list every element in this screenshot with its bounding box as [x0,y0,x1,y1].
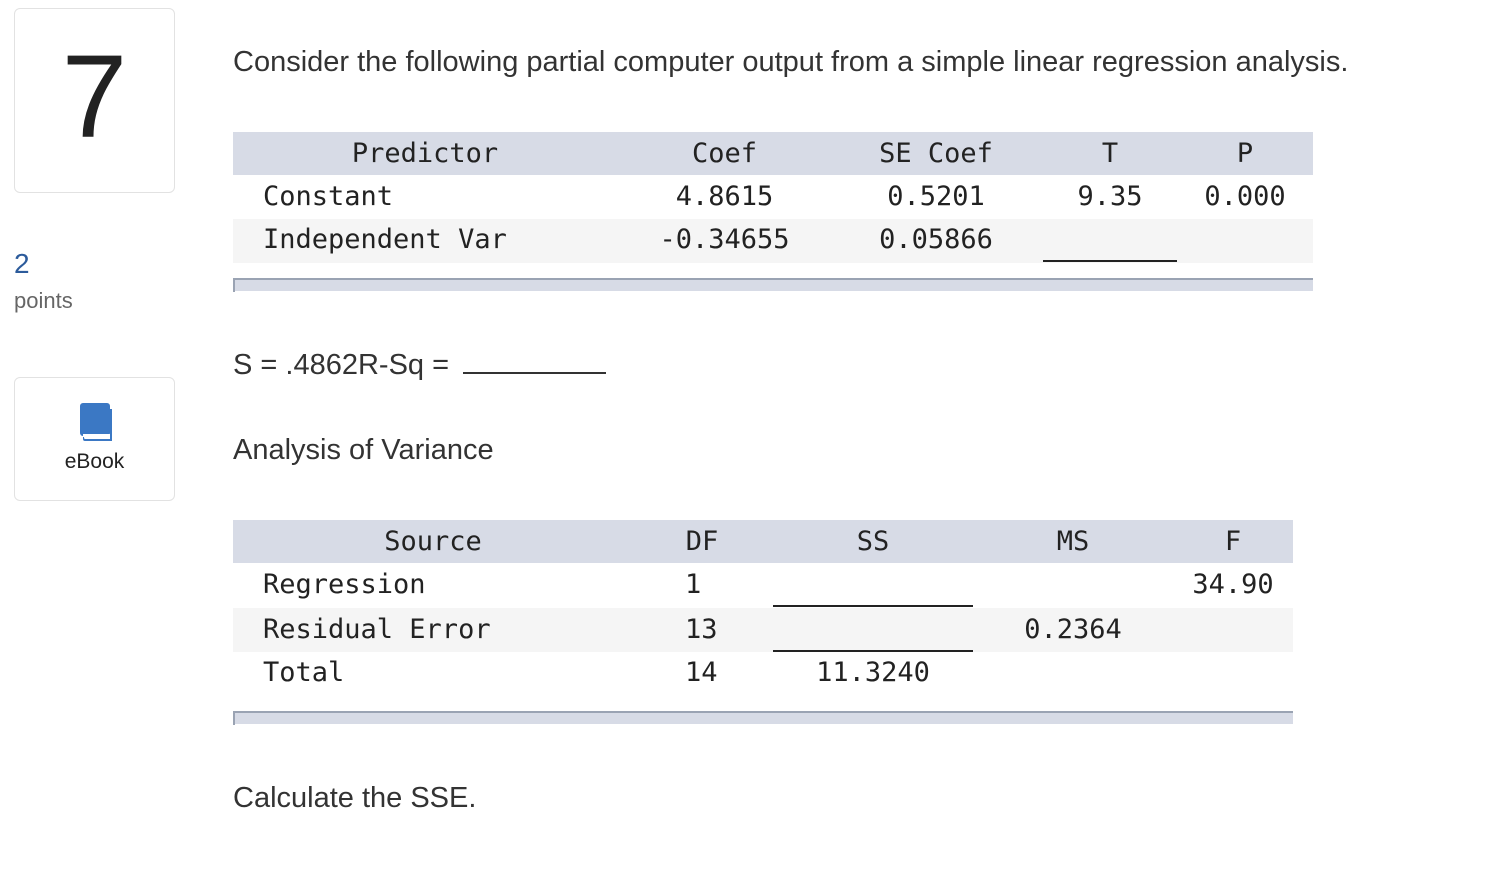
s-rsq-text: S = .4862R-Sq = [233,349,458,381]
points-label: points [14,288,73,313]
task-text: Calculate the SSE. [233,782,477,814]
table-cell: 0.05866 [879,224,993,255]
table-cell: 1 [685,569,702,600]
regression-table: Predictor Coef SE Coef T P Constant 4.86… [233,132,1313,292]
header-f: F [1224,526,1242,557]
book-icon [80,403,112,441]
header-p: P [1236,138,1254,169]
question-number: 7 [61,30,128,163]
table-header-row [233,132,1313,175]
table-header-row [233,520,1293,563]
points-value: 2 [14,248,30,279]
table-cell: 34.90 [1192,569,1274,600]
table-cell: 0.5201 [887,181,985,212]
table-cell: Residual Error [263,614,491,645]
table-cell: 14 [685,657,718,688]
table-cell: Regression [263,569,426,600]
table-cell: 0.2364 [1024,614,1122,645]
table-cell: Independent Var [263,224,507,255]
table-cell: Constant [263,181,394,212]
table-cell: 4.8615 [675,181,774,212]
ebook-label: eBook [64,450,125,473]
table-footer [233,711,1293,725]
ebook-button[interactable]: eBook [14,377,175,501]
header-predictor: Predictor [351,138,499,169]
table-footer [233,278,1313,292]
header-t: T [1101,138,1119,169]
s-rsq-line: S = .4862R-Sq = [233,348,607,382]
table-row-alt-bg [233,219,1313,263]
table-cell: 9.35 [1077,181,1143,212]
header-se-coef: SE Coef [879,138,993,169]
ss-residual-blank [773,650,973,652]
table-cell: -0.34655 [659,224,790,255]
header-source: Source [384,526,482,557]
table-cell: 0.000 [1204,181,1286,212]
t-value-blank [1043,260,1177,262]
header-ss: SS [856,526,890,557]
anova-title: Analysis of Variance [233,434,494,466]
header-coef: Coef [691,138,758,169]
question-number-card: 7 [14,8,175,193]
header-df: DF [685,526,719,557]
ss-regression-blank [773,605,973,607]
anova-table: Source DF SS MS F Regression 1 34.90 Res… [233,520,1293,725]
header-ms: MS [1056,526,1090,557]
table-cell: 13 [685,614,718,645]
table-cell: Total [263,657,345,688]
table-row-alt-bg [233,608,1293,652]
r-sq-blank [463,348,607,374]
question-prompt: Consider the following partial computer … [233,46,1349,78]
table-cell: 11.3240 [816,657,930,688]
